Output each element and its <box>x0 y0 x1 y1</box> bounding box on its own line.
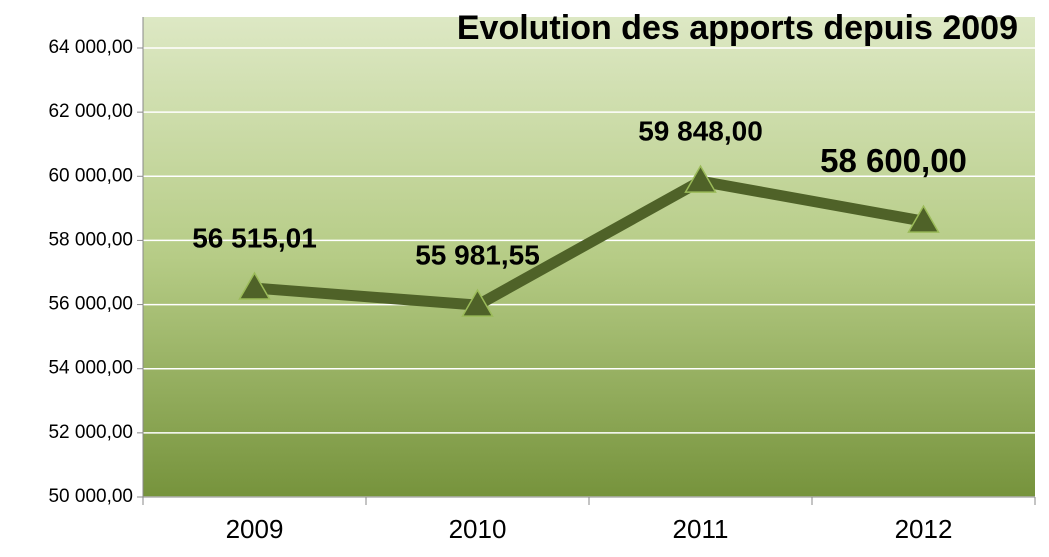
marker <box>238 271 271 300</box>
chart-title: Evolution des apports depuis 2009 <box>457 9 1018 47</box>
data-label: 59 848,00 <box>638 116 763 147</box>
x-tick-label: 2011 <box>673 514 729 544</box>
data-label: 58 600,00 <box>820 142 967 179</box>
x-tick-label: 2010 <box>449 514 507 544</box>
y-tick-label: 54 000,00 <box>48 358 133 379</box>
y-tick-label: 60 000,00 <box>48 165 133 186</box>
y-tick-label: 64 000,00 <box>48 37 133 58</box>
y-tick-label: 58 000,00 <box>48 229 133 250</box>
data-label: 56 515,01 <box>192 222 317 253</box>
data-label: 55 981,55 <box>415 240 540 271</box>
marker <box>907 204 940 233</box>
y-tick-label: 56 000,00 <box>48 294 133 315</box>
marker <box>684 164 717 193</box>
x-tick-label: 2009 <box>226 514 284 544</box>
y-tick-label: 50 000,00 <box>48 486 133 507</box>
line <box>254 175 925 311</box>
plot-area <box>143 17 1035 497</box>
y-tick-label: 62 000,00 <box>48 101 133 122</box>
y-tick-label: 52 000,00 <box>48 422 133 443</box>
x-tick-label: 2012 <box>895 514 953 544</box>
marker <box>461 288 494 317</box>
